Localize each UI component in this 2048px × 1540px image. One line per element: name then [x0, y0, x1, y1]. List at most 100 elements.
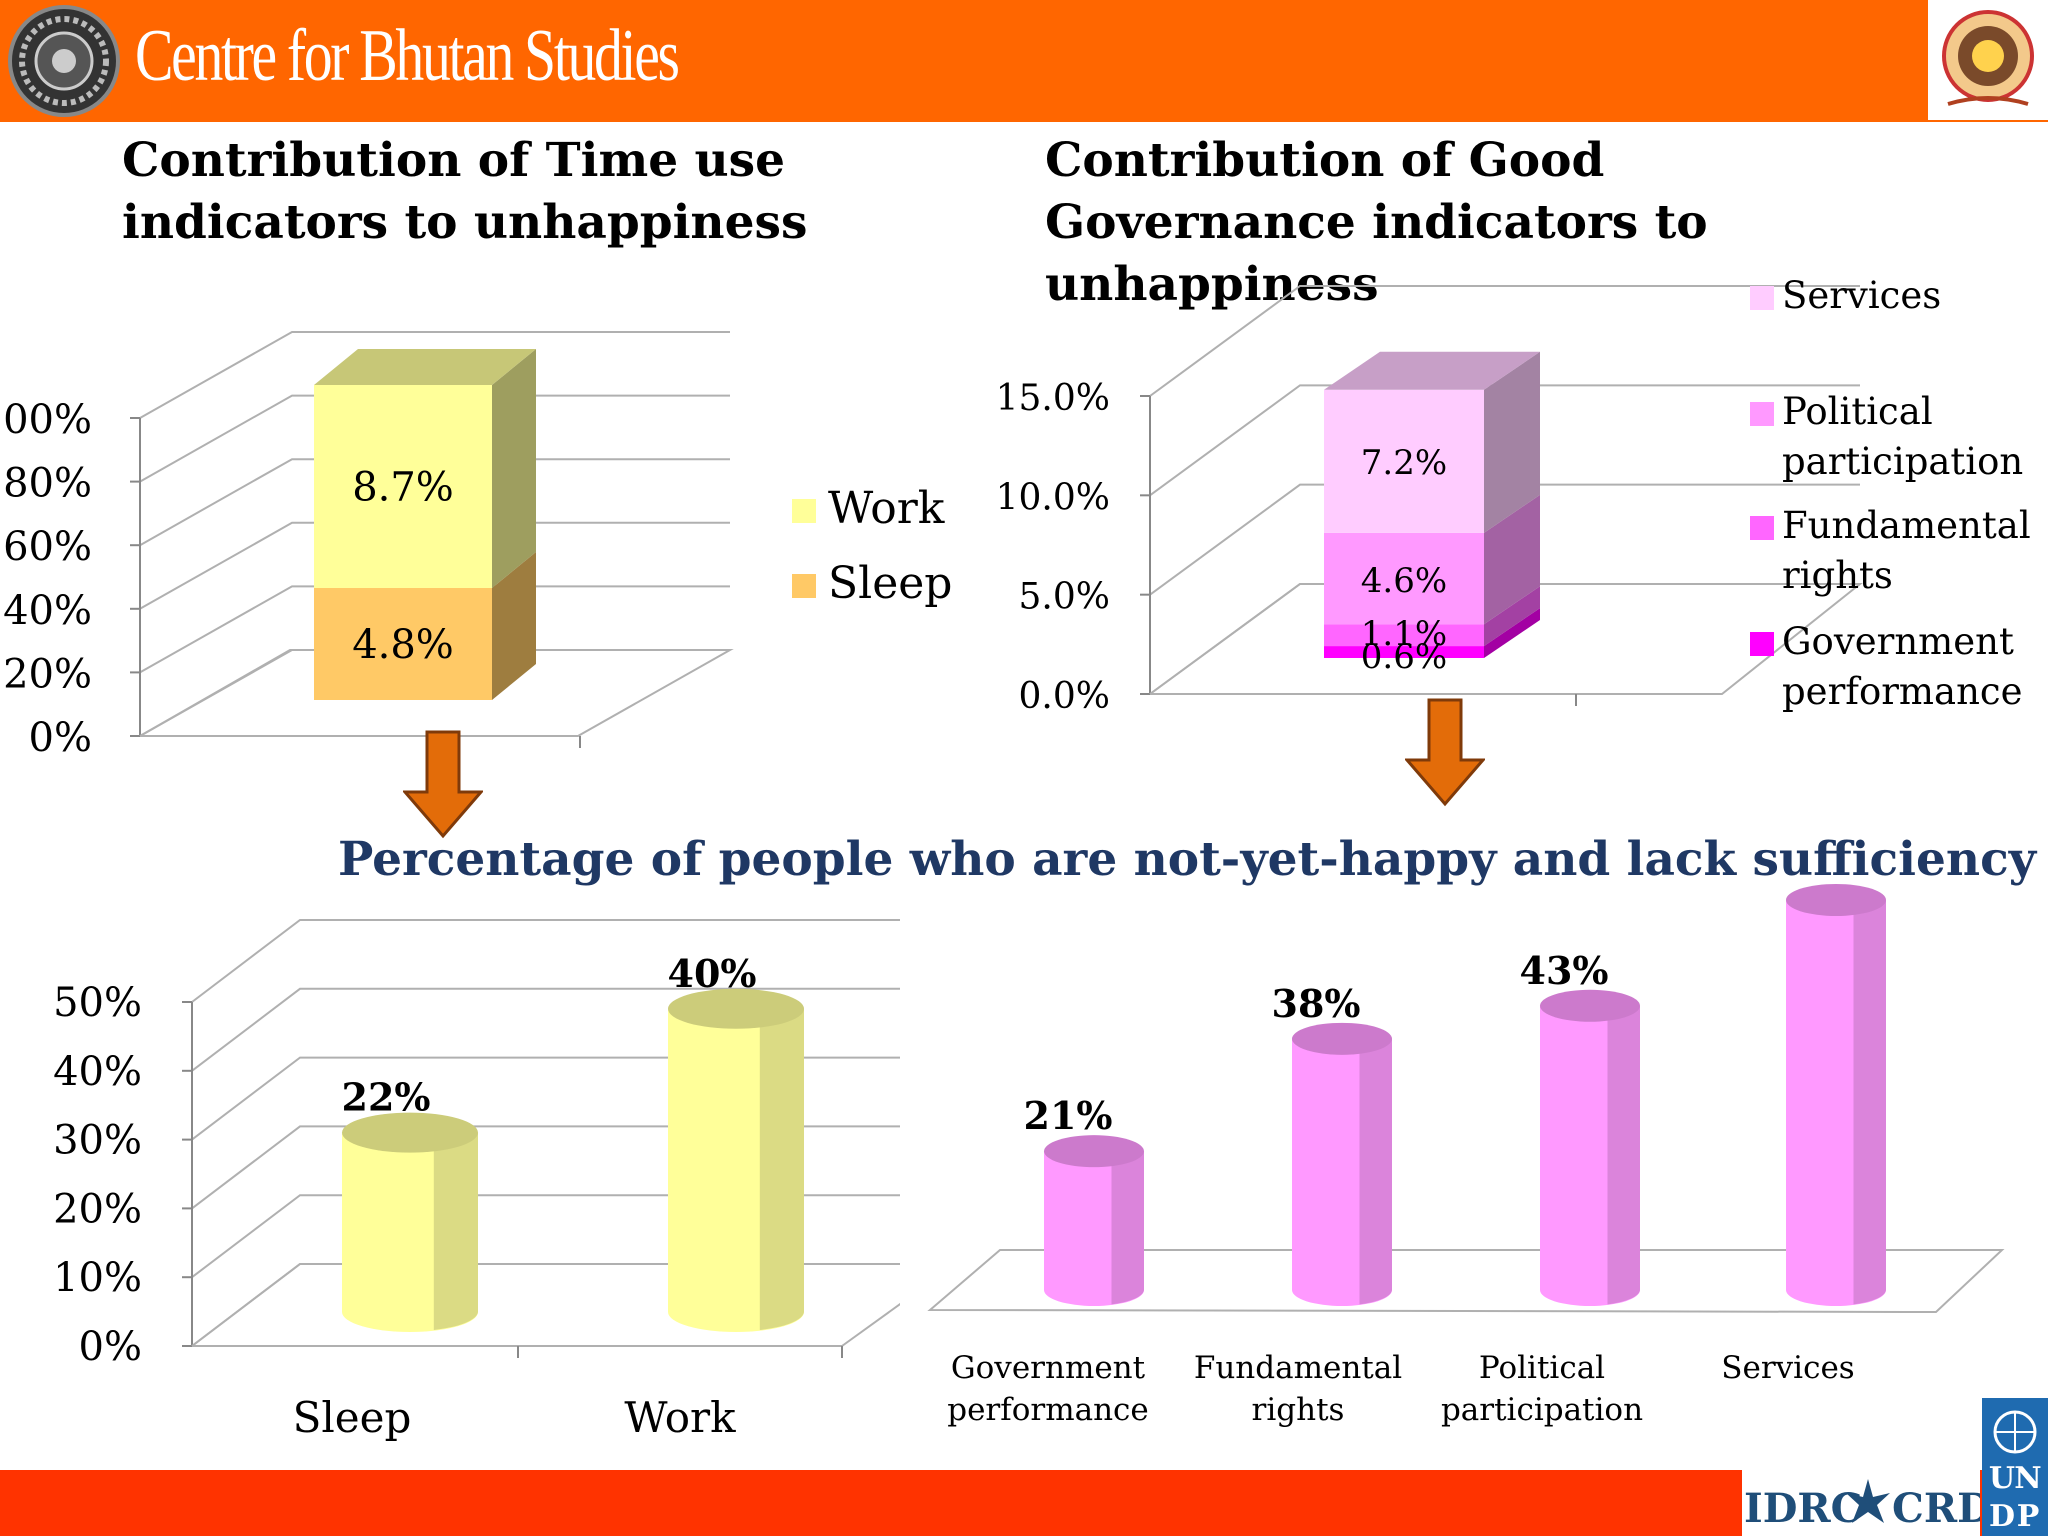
- cylinder-shadow: [433, 1132, 478, 1330]
- data-label: 43%: [1520, 948, 1609, 993]
- bar-work: [668, 988, 804, 1332]
- cylinder-shadow: [759, 1008, 804, 1330]
- y-tick-label: 80%: [3, 461, 92, 507]
- bar-sleep: [342, 1112, 478, 1332]
- bar-segment-work: 8.7%: [314, 349, 536, 588]
- floor: [927, 1249, 2005, 1314]
- cylinders: 22% 40%: [342, 951, 804, 1332]
- legend-item: Government performance: [1750, 620, 2023, 713]
- x-tick-label: participation: [1441, 1392, 1643, 1428]
- grid-line: [1149, 483, 1860, 596]
- y-tick-label: 60%: [3, 524, 92, 570]
- cylinder-top: [342, 1112, 478, 1153]
- footer-bar: [0, 1470, 2048, 1536]
- y-tick-label: 30%: [53, 1118, 142, 1164]
- bar-front: [1324, 389, 1484, 533]
- legend-label: rights: [1782, 554, 1893, 597]
- legend-item: Sleep: [792, 558, 952, 609]
- x-tick-label: performance: [947, 1392, 1149, 1428]
- star-icon: [1846, 1479, 1890, 1523]
- undp-letter: N: [2014, 1461, 2041, 1496]
- legend: Work Sleep: [792, 483, 952, 609]
- x-axis-labels: Government performance Fundamental rights Po…: [947, 1350, 1854, 1428]
- floor-side: [841, 1302, 900, 1347]
- bar-government-performance: [1044, 1135, 1144, 1306]
- y-axis-ticks: 0% 10% 20% 30% 40% 50%: [53, 980, 142, 1370]
- bar-stack: 0.6%1.1% 4.6% 7.2%: [1324, 351, 1540, 677]
- legend-label: Work: [828, 483, 945, 534]
- bar-fundamental-rights: [1292, 1022, 1392, 1306]
- legend-swatch: [1750, 516, 1774, 540]
- y-axis-ticks: 0% 20% 40% 60% 80% 100%: [0, 397, 92, 761]
- cylinder-top: [1786, 884, 1886, 916]
- y-axis-ticks: 0.0% 5.0% 10.0% 15.0%: [996, 378, 1110, 717]
- data-label: 8.7%: [352, 465, 454, 511]
- bar-front: [314, 588, 492, 700]
- data-label: 59%: [1766, 880, 1855, 887]
- floor: [1149, 583, 1863, 695]
- legend-swatch: [1750, 402, 1774, 426]
- bar-front: [1324, 624, 1484, 647]
- grid-line: [191, 987, 900, 1072]
- idrc-logo-right-text: CRDI: [1892, 1485, 1980, 1532]
- x-axis-labels: Sleep Work: [293, 1393, 737, 1442]
- data-label: 4.8%: [352, 622, 454, 668]
- undp-letter: D: [1989, 1499, 2015, 1534]
- cylinder-top: [668, 988, 804, 1029]
- undp-letter: U: [1989, 1461, 2015, 1496]
- bar-political-participation: [1540, 989, 1640, 1306]
- grid-line: [139, 331, 730, 419]
- legend: Services Political participation Fundamenta…: [1750, 274, 2031, 713]
- sufficiency-chart-title: Percentage of people who are not-yet-hap…: [338, 832, 2037, 887]
- legend-label: performance: [1782, 670, 2023, 713]
- y-tick-label: 10%: [53, 1255, 142, 1301]
- legend-label: participation: [1782, 440, 2023, 483]
- bar-segment-political-participation: [1324, 494, 1540, 625]
- x-tick-label: rights: [1252, 1392, 1345, 1428]
- bar-side: [1484, 351, 1540, 533]
- grid-line: [1149, 285, 1860, 397]
- time-use-chart: 0% 20% 40% 60% 80% 100% 4.8% 8.7% Work Sleep: [0, 331, 952, 761]
- down-arrow-icon: [1405, 698, 1485, 807]
- cylinder-top: [1292, 1022, 1392, 1055]
- y-tick-label: 20%: [3, 651, 92, 697]
- emblem-logo: [1928, 0, 2048, 120]
- y-tick-label: 0%: [29, 715, 92, 761]
- bar-segment-services: [1324, 351, 1540, 533]
- data-label: 1.1%: [1361, 614, 1447, 654]
- legend-item: Work: [792, 483, 945, 534]
- y-tick-label: 100%: [0, 397, 92, 443]
- bar-top: [314, 349, 536, 385]
- legend-label: Government: [1782, 620, 2014, 663]
- bar-side: [1484, 586, 1540, 647]
- time-use-sufficiency-chart: 0% 10% 20% 30% 40% 50% 22% 40% Sleep Work: [53, 919, 900, 1442]
- bar-segment-sleep: 4.8%: [314, 552, 536, 700]
- idrc-logo-left-text: IDRC: [1744, 1485, 1862, 1532]
- data-label: 4.6%: [1361, 561, 1447, 601]
- bar-services: [1786, 884, 1886, 1306]
- grid-line: [139, 394, 730, 483]
- legend-swatch: [792, 574, 816, 598]
- x-tick-label: Government: [951, 1350, 1146, 1386]
- legend-item: Political participation: [1750, 390, 2023, 483]
- y-tick-label: 0%: [79, 1324, 142, 1370]
- legend-swatch: [792, 499, 816, 523]
- bar-side: [492, 349, 536, 588]
- idrc-logo: IDRC CRDI: [1742, 1470, 2010, 1536]
- y-tick-label: 15.0%: [996, 378, 1110, 419]
- grid-line: [139, 458, 730, 547]
- y-tick-label: 5.0%: [1019, 577, 1110, 618]
- data-label: 38%: [1272, 981, 1361, 1026]
- time-use-chart-title: Contribution of Time use indicators to u…: [122, 133, 808, 250]
- data-label: 40%: [668, 951, 757, 996]
- grid-lines: [1140, 285, 1863, 706]
- grid-line: [139, 585, 730, 674]
- bar-front: [1324, 532, 1484, 625]
- data-label: 22%: [342, 1075, 431, 1120]
- floor: [927, 1249, 2005, 1314]
- grid-line: [1149, 384, 1860, 497]
- data-label: 21%: [1024, 1093, 1113, 1138]
- grid-line: [191, 919, 900, 1003]
- y-tick-label: 40%: [3, 588, 92, 634]
